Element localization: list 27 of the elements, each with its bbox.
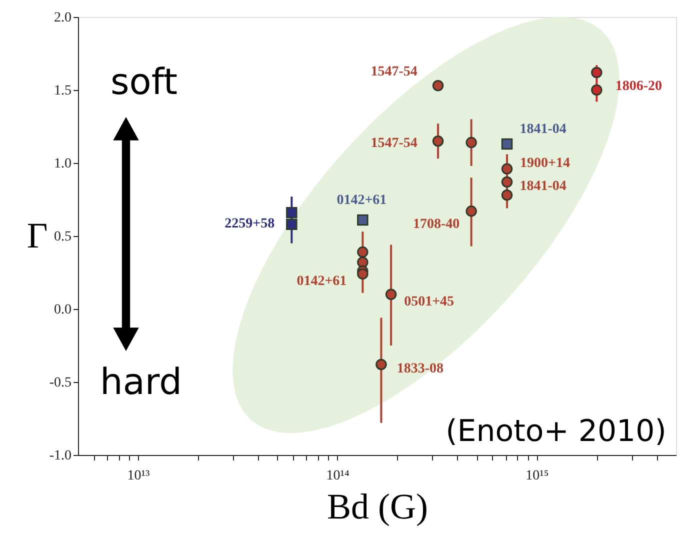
y-tick-label: 0.0 [54, 302, 72, 318]
y-tick-label: -1.0 [49, 448, 72, 464]
x-tick-label: 10¹⁴ [326, 468, 350, 484]
y-tick-label: 1.5 [54, 84, 72, 98]
annotation: 2259+58 [224, 216, 275, 232]
annotation: 1708-40 [412, 217, 460, 232]
annotation: 0142+61 [296, 274, 347, 289]
x-axis-title: Bd (G) [327, 486, 428, 526]
annotation: 1900+14 [520, 156, 570, 171]
annotation: 1833-08 [396, 361, 444, 376]
annotation: 0142+61 [336, 192, 387, 208]
annotation: (Enoto+ 2010) [446, 414, 666, 449]
y-tick-label: 2.0 [54, 10, 72, 26]
annotation: 1841-04 [520, 178, 566, 194]
y-tick-label: 1.0 [54, 156, 72, 172]
y-axis-title: Γ [26, 216, 48, 256]
annotation: 1547-54 [370, 136, 418, 152]
x-tick-label: 10¹⁵ [526, 468, 549, 484]
annotation: hard [100, 362, 182, 403]
y-tick-label: 0.5 [54, 230, 72, 244]
annotation: 1841-04 [520, 122, 566, 138]
x-tick-label: 10¹³ [127, 468, 150, 484]
y-tick-label: -0.5 [49, 376, 72, 390]
annotation: 0501+45 [404, 294, 454, 310]
annotation: 1547-54 [370, 64, 418, 80]
annotation: 1806-20 [615, 79, 662, 94]
annotation: soft [110, 62, 178, 103]
